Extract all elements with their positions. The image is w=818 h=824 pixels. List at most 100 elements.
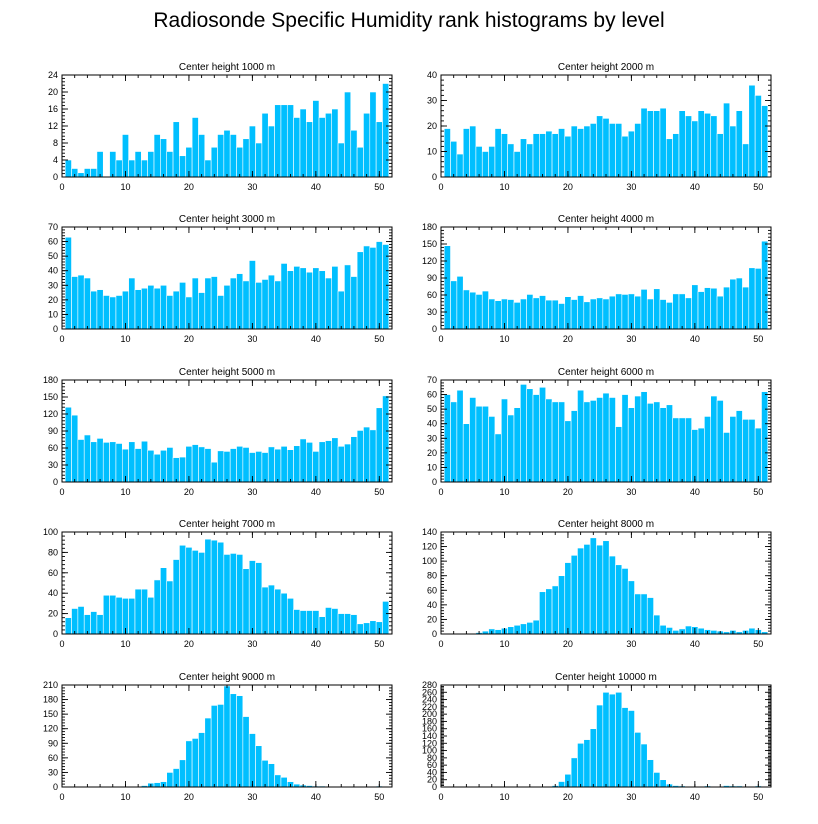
panel-8-bar [539, 591, 547, 635]
panel-7-y-tick-label: 100 [43, 527, 58, 537]
panel-3-bar [337, 290, 345, 330]
panel-6-bar [621, 394, 629, 483]
panel-6-bar [577, 389, 585, 483]
panel-3-bar [64, 236, 72, 330]
panel-6-bar [456, 389, 464, 483]
panel-8-title: Center height 8000 m [558, 519, 654, 530]
panel-1-bar [77, 172, 85, 178]
panel-5-bar [242, 447, 250, 483]
panel-8-bar [494, 629, 502, 635]
panel-10-bar [608, 693, 616, 788]
panel-6-y-tick-label: 30 [427, 433, 437, 443]
panel-7-bar [280, 592, 288, 635]
panel-7-bar [166, 580, 174, 635]
panel-7-bar [172, 559, 180, 635]
panel-4-bar [665, 302, 673, 330]
panel-10-bar [640, 743, 648, 788]
panel-6-bar [646, 403, 654, 483]
panel-7-y-tick-label: 80 [48, 547, 58, 557]
panel-2-bar [754, 95, 762, 178]
panel-1-y-tick-label: 16 [48, 104, 58, 114]
panel-5-bar [64, 406, 72, 483]
panel-4-bar [551, 299, 559, 330]
panel-5-bar [375, 407, 383, 483]
panel-5-bar [331, 437, 339, 483]
panel-2-bar [602, 118, 610, 178]
panel-7-bar [217, 541, 225, 635]
panel-5-x-tick-label: 10 [120, 487, 130, 497]
panel-7-bar [90, 611, 98, 635]
panel-8-bar [710, 630, 718, 635]
panel-10-bar [570, 757, 578, 788]
panel-7-bar [179, 544, 187, 635]
panel-3-bar [83, 277, 91, 330]
panel-6-bar [608, 397, 616, 483]
panel-9-y-tick-label: 30 [48, 767, 58, 777]
panel-2-bar [520, 138, 527, 178]
panel-6-bar [685, 417, 692, 483]
panel-6-bar [526, 388, 534, 483]
panel-5-bar [147, 449, 155, 483]
panel-7-bar [141, 588, 148, 635]
panel-10-y-tick-label: 200 [422, 709, 437, 719]
panel-4-bar [507, 299, 515, 330]
panel-1-bar [344, 91, 352, 178]
panel-3-y-tick-label: 20 [48, 295, 58, 305]
panel-6-bar [723, 432, 731, 483]
panel-8-bar [646, 597, 654, 635]
panel-2-bar [532, 133, 540, 178]
panel-2-x-tick-label: 30 [626, 182, 636, 192]
panel-1-bar [318, 117, 326, 178]
panel-1-bar [147, 151, 155, 178]
panel-1-bar [293, 117, 301, 178]
panel-3-bar [274, 280, 282, 330]
panel-6-bar [640, 391, 648, 483]
panel-9-bar [204, 717, 212, 788]
panel-7-bar [191, 550, 199, 635]
panel-5-bar [128, 441, 136, 483]
panel-5-bar [318, 441, 326, 483]
panel-6-x-tick-label: 20 [563, 487, 573, 497]
panel-1-bar [325, 112, 333, 178]
panel-2-x-tick-label: 20 [563, 182, 573, 192]
panel-3-bar [293, 266, 301, 330]
panel-5-bar [356, 430, 364, 483]
panel-9-x-tick-label: 10 [120, 792, 130, 802]
panel-3-bar [344, 264, 352, 330]
panel-2-bar [646, 110, 654, 178]
panel-6-y-tick-label: 20 [427, 448, 437, 458]
panel-7-y-tick-label: 40 [48, 588, 58, 598]
panel-4-bar [672, 293, 680, 330]
panel-1-y-tick-label: 4 [53, 155, 58, 165]
panel-4-x-tick-label: 40 [690, 334, 700, 344]
panel-5-bar [191, 444, 199, 483]
panel-1-y-tick-label: 12 [48, 121, 58, 131]
panel-3-bar [375, 241, 383, 330]
panel-9-bar [166, 772, 174, 788]
panel-3-bar [382, 244, 390, 330]
panel-2-bar [526, 143, 534, 178]
panel-4-bar [532, 297, 540, 330]
panel-1-bar [204, 159, 212, 178]
panel-4-bar [596, 297, 604, 330]
panel-6-y-tick-label: 70 [427, 375, 437, 385]
panel-9-y-tick-label: 150 [43, 709, 58, 719]
panel-9-x-tick-label: 40 [311, 792, 321, 802]
panel-4-bar [704, 287, 712, 330]
panel-7-bar [236, 554, 244, 635]
panel-7-x-tick-label: 50 [374, 639, 384, 649]
panel-4-y-tick-label: 0 [432, 324, 437, 334]
panel-2-y-tick-label: 10 [427, 147, 437, 157]
panel-2-bar [729, 125, 737, 178]
panel-6-bar [488, 416, 496, 483]
panel-1-bar [337, 142, 345, 178]
panel-5-y-tick-label: 60 [48, 443, 58, 453]
panel-6-bar [742, 419, 750, 483]
panel-10-x-tick-label: 30 [626, 792, 636, 802]
panel-5-bar [109, 441, 117, 483]
panel-6-bar [558, 401, 566, 483]
panel-4-bar [481, 290, 489, 330]
panel-5-bar [179, 456, 187, 483]
panel-9-y-tick-label: 90 [48, 738, 58, 748]
